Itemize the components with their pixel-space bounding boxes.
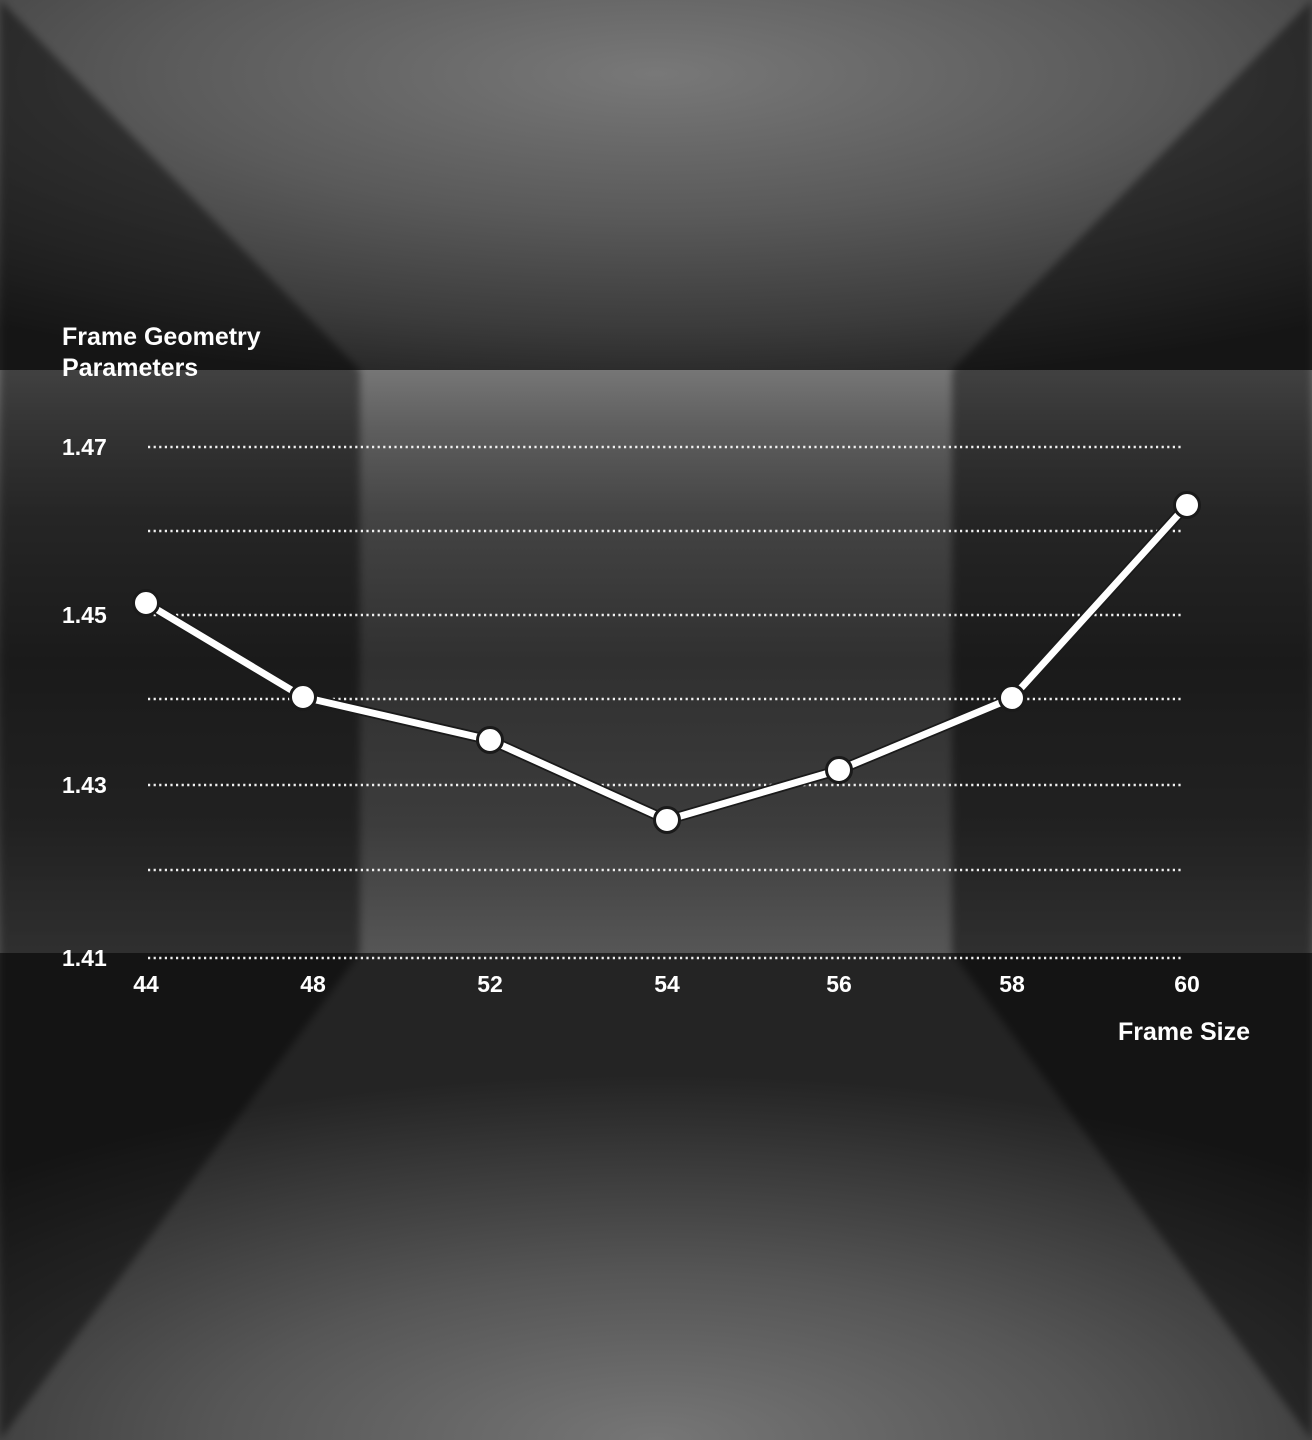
svg-text:52: 52 (477, 971, 503, 997)
svg-text:44: 44 (133, 971, 159, 997)
svg-text:Frame Geometry: Frame Geometry (62, 323, 261, 351)
svg-text:1.41: 1.41 (62, 945, 107, 971)
svg-text:48: 48 (300, 971, 326, 997)
svg-text:56: 56 (826, 971, 852, 997)
svg-text:Frame Size: Frame Size (1118, 1018, 1250, 1046)
svg-text:1.43: 1.43 (62, 772, 107, 798)
svg-text:60: 60 (1174, 971, 1200, 997)
svg-text:1.45: 1.45 (62, 602, 107, 628)
svg-text:58: 58 (999, 971, 1025, 997)
svg-text:Parameters: Parameters (62, 354, 198, 382)
svg-text:54: 54 (654, 971, 680, 997)
svg-text:1.47: 1.47 (62, 434, 107, 460)
